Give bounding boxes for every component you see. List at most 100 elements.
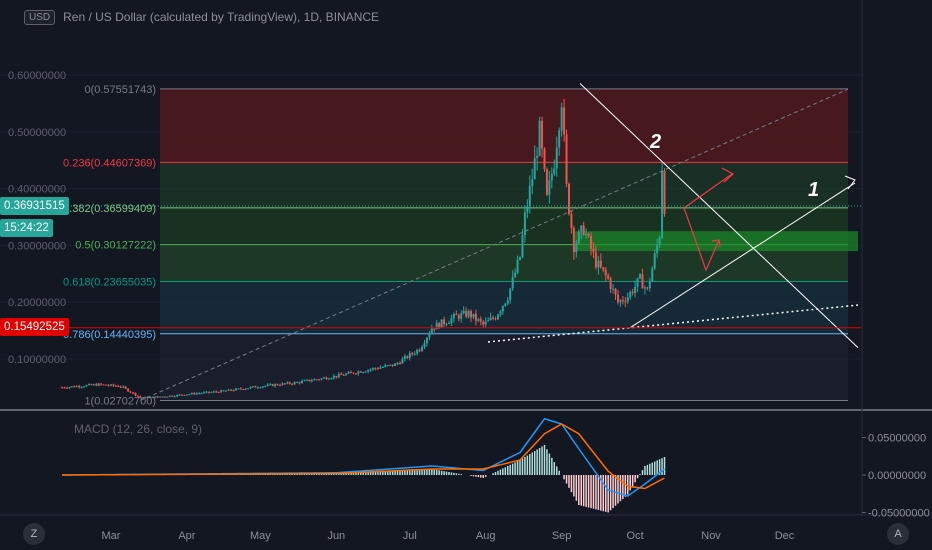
candle-body — [127, 388, 130, 392]
candle-body — [391, 364, 394, 367]
macd-indicator-label[interactable]: MACD (12, 26, close, 9) — [74, 422, 203, 436]
candle-body — [499, 311, 502, 315]
candle-body — [372, 368, 375, 370]
candle-body — [521, 234, 524, 257]
candle-body — [651, 268, 654, 282]
candle-body — [438, 322, 441, 328]
candle-body — [347, 372, 350, 374]
candle-body — [538, 120, 541, 156]
candle-body — [533, 157, 536, 180]
candle-body — [656, 244, 659, 254]
fib-band — [160, 162, 848, 208]
candle-body — [269, 384, 272, 386]
candle-body — [92, 384, 95, 386]
candle-body — [460, 313, 463, 319]
trend-dashed-line — [140, 88, 849, 401]
candle-body — [489, 317, 492, 321]
candle-body — [440, 319, 443, 328]
candle-body — [609, 278, 612, 289]
trend-dotted-line — [487, 304, 859, 343]
candle-body — [85, 385, 88, 387]
candle-body — [296, 382, 299, 384]
candle-body — [259, 387, 262, 389]
marker-price-tag: 0.15492525 — [0, 318, 69, 336]
candle-body — [210, 392, 213, 394]
candle-body — [65, 387, 68, 389]
currency-badge[interactable]: USD — [24, 9, 56, 25]
candle-body — [80, 386, 83, 388]
candle-body — [531, 179, 534, 186]
candle-body — [492, 317, 495, 319]
candle-body — [146, 396, 149, 398]
candle-body — [286, 382, 289, 384]
candle-body — [536, 155, 539, 158]
candle-body — [78, 386, 81, 388]
candle-body — [291, 383, 294, 385]
candle-body — [95, 384, 98, 386]
macd-axis-tick: 0.00000000 — [868, 470, 926, 482]
candle-body — [283, 383, 286, 385]
candle-body — [171, 395, 174, 397]
x-axis-tick: Mar — [102, 530, 121, 542]
candle-body — [119, 386, 122, 388]
candle-body — [215, 391, 218, 393]
candle-body — [430, 328, 433, 334]
projection-arrow-down — [683, 207, 720, 272]
candle-body — [308, 379, 311, 382]
candle-body — [624, 301, 627, 303]
candle-body — [389, 364, 392, 366]
candle-body — [222, 390, 225, 392]
x-axis-tick: Jul — [403, 530, 417, 542]
candle-body — [274, 384, 277, 387]
candle-body — [112, 384, 115, 386]
candle-body — [452, 314, 455, 319]
candle-body — [200, 393, 203, 395]
candle-body — [661, 170, 664, 238]
candle-body — [511, 276, 514, 289]
candle-body — [580, 225, 583, 232]
candle-body — [75, 386, 78, 388]
candle-body — [550, 174, 553, 181]
candle-body — [421, 346, 424, 351]
candle-body — [506, 300, 509, 304]
candle-body — [151, 396, 154, 398]
candle-body — [330, 378, 333, 380]
candle-body — [327, 378, 330, 380]
candle-body — [225, 390, 228, 392]
candle-body — [359, 371, 362, 373]
candle-body — [563, 107, 566, 135]
price-axis-tick: 0.60000000 — [8, 70, 66, 82]
candle-body — [354, 373, 357, 375]
candle-body — [560, 107, 563, 131]
candle-body — [261, 386, 264, 388]
candle-body — [303, 380, 306, 382]
candle-body — [87, 384, 90, 386]
candle-body — [585, 234, 588, 236]
candle-body — [244, 388, 247, 390]
candle-body — [435, 322, 438, 330]
candle-body — [599, 260, 602, 268]
candle-body — [212, 391, 215, 393]
candle-body — [278, 385, 281, 387]
candle-body — [450, 318, 453, 323]
candle-body — [350, 372, 353, 374]
candle-body — [482, 321, 485, 325]
candle-body — [325, 377, 328, 380]
auto-scale-button[interactable]: A — [887, 523, 909, 545]
candle-body — [519, 256, 522, 260]
candle-body — [634, 286, 637, 294]
candle-body — [264, 385, 267, 387]
candle-body — [413, 353, 416, 355]
resistance-line — [579, 83, 859, 349]
candle-body — [406, 356, 409, 359]
candle-body — [381, 366, 384, 368]
candle-body — [293, 382, 296, 385]
candle-body — [227, 389, 230, 391]
candle-body — [447, 322, 450, 324]
countdown-tag: 15:24:22 — [0, 219, 53, 237]
candle-body — [411, 353, 414, 355]
candle-body — [332, 375, 335, 379]
arrow-head-icon — [844, 175, 856, 190]
timezone-button[interactable]: Z — [23, 523, 45, 545]
